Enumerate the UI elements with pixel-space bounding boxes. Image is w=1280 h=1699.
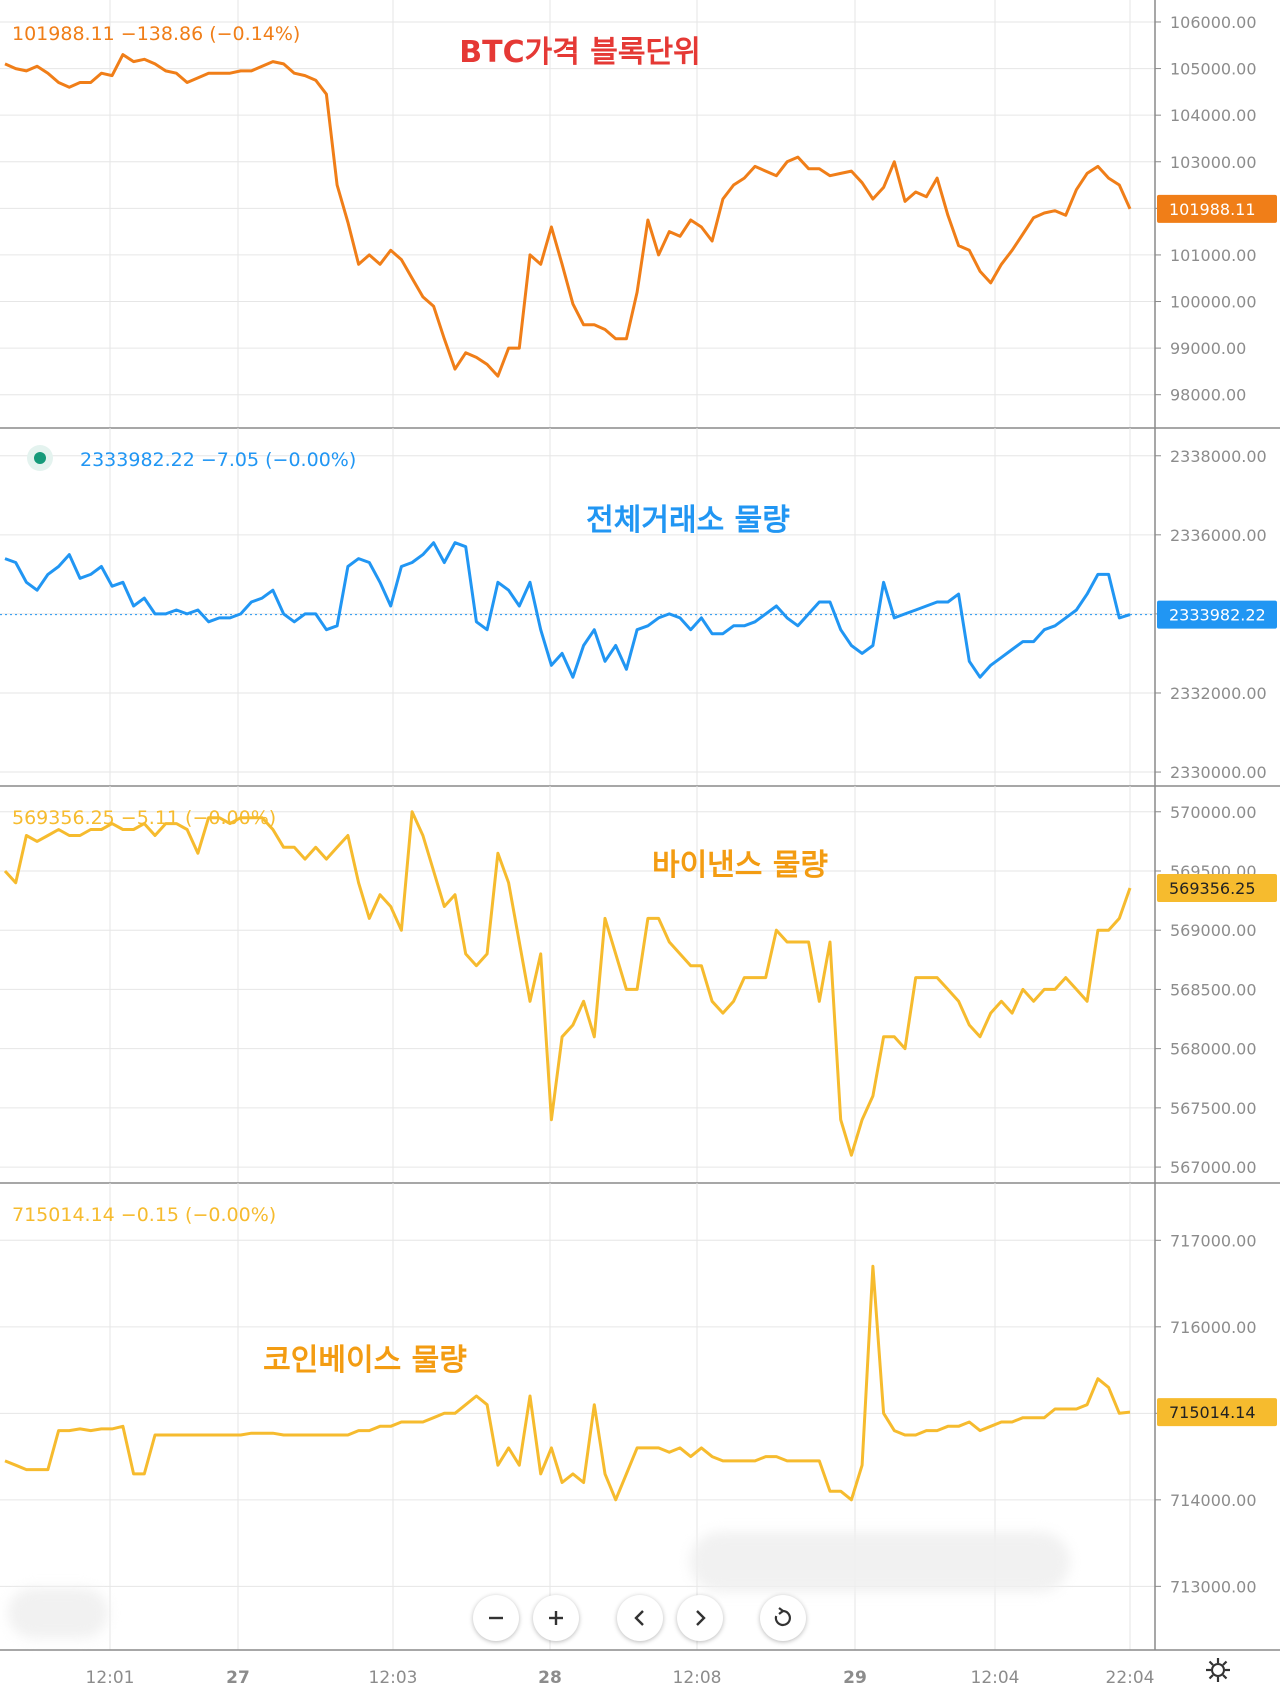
reset-icon bbox=[774, 1607, 791, 1627]
pane-legend: 101988.11 −138.86 (−0.14%) bbox=[12, 23, 300, 45]
zoom-out-button[interactable] bbox=[473, 1595, 519, 1641]
blurred-overlay bbox=[8, 1588, 108, 1638]
y-tick-label: 568500.00 bbox=[1170, 980, 1257, 999]
y-tick-label: 2330000.00 bbox=[1170, 763, 1267, 782]
reset-chart-button[interactable] bbox=[760, 1595, 806, 1641]
y-tick-label: 106000.00 bbox=[1170, 13, 1257, 32]
pane-annotation: 전체거래소 물량 bbox=[586, 503, 790, 538]
gear-icon bbox=[1206, 1658, 1230, 1682]
last-value-label: 2333982.22 bbox=[1169, 606, 1266, 625]
y-tick-label: 103000.00 bbox=[1170, 153, 1257, 172]
pane-annotation: BTC가격 블록단위 bbox=[459, 35, 700, 70]
y-tick-label: 104000.00 bbox=[1170, 106, 1257, 125]
series-line bbox=[3, 810, 1132, 1157]
pane-annotation: 바이낸스 물량 bbox=[652, 848, 828, 883]
pane-legend: 569356.25 −5.11 (−0.00%) bbox=[12, 807, 276, 829]
zoom-out-icon bbox=[489, 1616, 503, 1620]
legend-status-icon-dot bbox=[34, 452, 46, 464]
last-value-badge bbox=[1157, 600, 1277, 629]
y-tick-label: 567000.00 bbox=[1170, 1158, 1257, 1177]
y-tick-label: 2338000.00 bbox=[1170, 447, 1267, 466]
scroll-left-button[interactable] bbox=[617, 1595, 663, 1641]
pane-legend: 2333982.22 −7.05 (−0.00%) bbox=[80, 449, 356, 471]
y-tick-label: 713000.00 bbox=[1170, 1577, 1257, 1596]
last-value-badge bbox=[1157, 874, 1277, 903]
pane-annotation: 코인베이스 물량 bbox=[263, 1343, 467, 1378]
x-tick-label: 12:03 bbox=[369, 1668, 418, 1688]
scroll-right-button[interactable] bbox=[677, 1595, 723, 1641]
x-tick-label: 12:04 bbox=[971, 1668, 1020, 1688]
pane-4: 717000.00716000.00715000.00714000.007130… bbox=[0, 1183, 1280, 1651]
y-tick-label: 567500.00 bbox=[1170, 1099, 1257, 1118]
x-tick-label: 28 bbox=[538, 1668, 562, 1688]
y-tick-label: 717000.00 bbox=[1170, 1231, 1257, 1250]
y-tick-label: 100000.00 bbox=[1170, 293, 1257, 312]
x-tick-label: 22:04 bbox=[1106, 1668, 1155, 1688]
pane-2: 2338000.002336000.002334000.002332000.00… bbox=[0, 428, 1280, 787]
y-tick-label: 2332000.00 bbox=[1170, 684, 1267, 703]
y-tick-label: 568000.00 bbox=[1170, 1040, 1257, 1059]
y-tick-label: 714000.00 bbox=[1170, 1491, 1257, 1510]
pane-legend: 715014.14 −0.15 (−0.00%) bbox=[12, 1204, 276, 1226]
y-tick-label: 105000.00 bbox=[1170, 60, 1257, 79]
settings-button[interactable] bbox=[1200, 1652, 1236, 1688]
pane-3: 570000.00569500.00569000.00568500.005680… bbox=[0, 786, 1280, 1184]
x-tick-label: 27 bbox=[226, 1668, 250, 1688]
y-tick-label: 716000.00 bbox=[1170, 1318, 1257, 1337]
pane-1: 106000.00105000.00104000.00103000.001020… bbox=[0, 0, 1280, 429]
last-value-label: 101988.11 bbox=[1169, 200, 1256, 219]
series-line bbox=[4, 1264, 1131, 1502]
zoom-in-button[interactable] bbox=[533, 1595, 579, 1641]
y-tick-label: 2336000.00 bbox=[1170, 526, 1267, 545]
scroll-right-icon bbox=[696, 1610, 706, 1626]
y-tick-label: 98000.00 bbox=[1170, 386, 1246, 405]
last-value-badge bbox=[1157, 1398, 1277, 1427]
zoom-in-icon bbox=[549, 1611, 563, 1625]
scroll-left-icon bbox=[634, 1610, 644, 1626]
x-axis: 12:01 27 12:03 28 12:08 29 12:04 22:04 bbox=[86, 1668, 1155, 1688]
last-value-label: 569356.25 bbox=[1169, 879, 1256, 898]
x-tick-label: 12:01 bbox=[86, 1668, 135, 1688]
last-value-label: 715014.14 bbox=[1169, 1403, 1256, 1422]
y-tick-label: 99000.00 bbox=[1170, 339, 1246, 358]
blurred-overlay bbox=[690, 1532, 1070, 1592]
y-tick-label: 101000.00 bbox=[1170, 246, 1257, 265]
y-tick-label: 570000.00 bbox=[1170, 803, 1257, 822]
series-line bbox=[4, 53, 1132, 378]
x-tick-label: 12:08 bbox=[673, 1668, 722, 1688]
series-line bbox=[4, 541, 1131, 679]
x-tick-label: 29 bbox=[843, 1668, 867, 1688]
last-value-badge bbox=[1157, 194, 1277, 223]
y-tick-label: 569000.00 bbox=[1170, 921, 1257, 940]
